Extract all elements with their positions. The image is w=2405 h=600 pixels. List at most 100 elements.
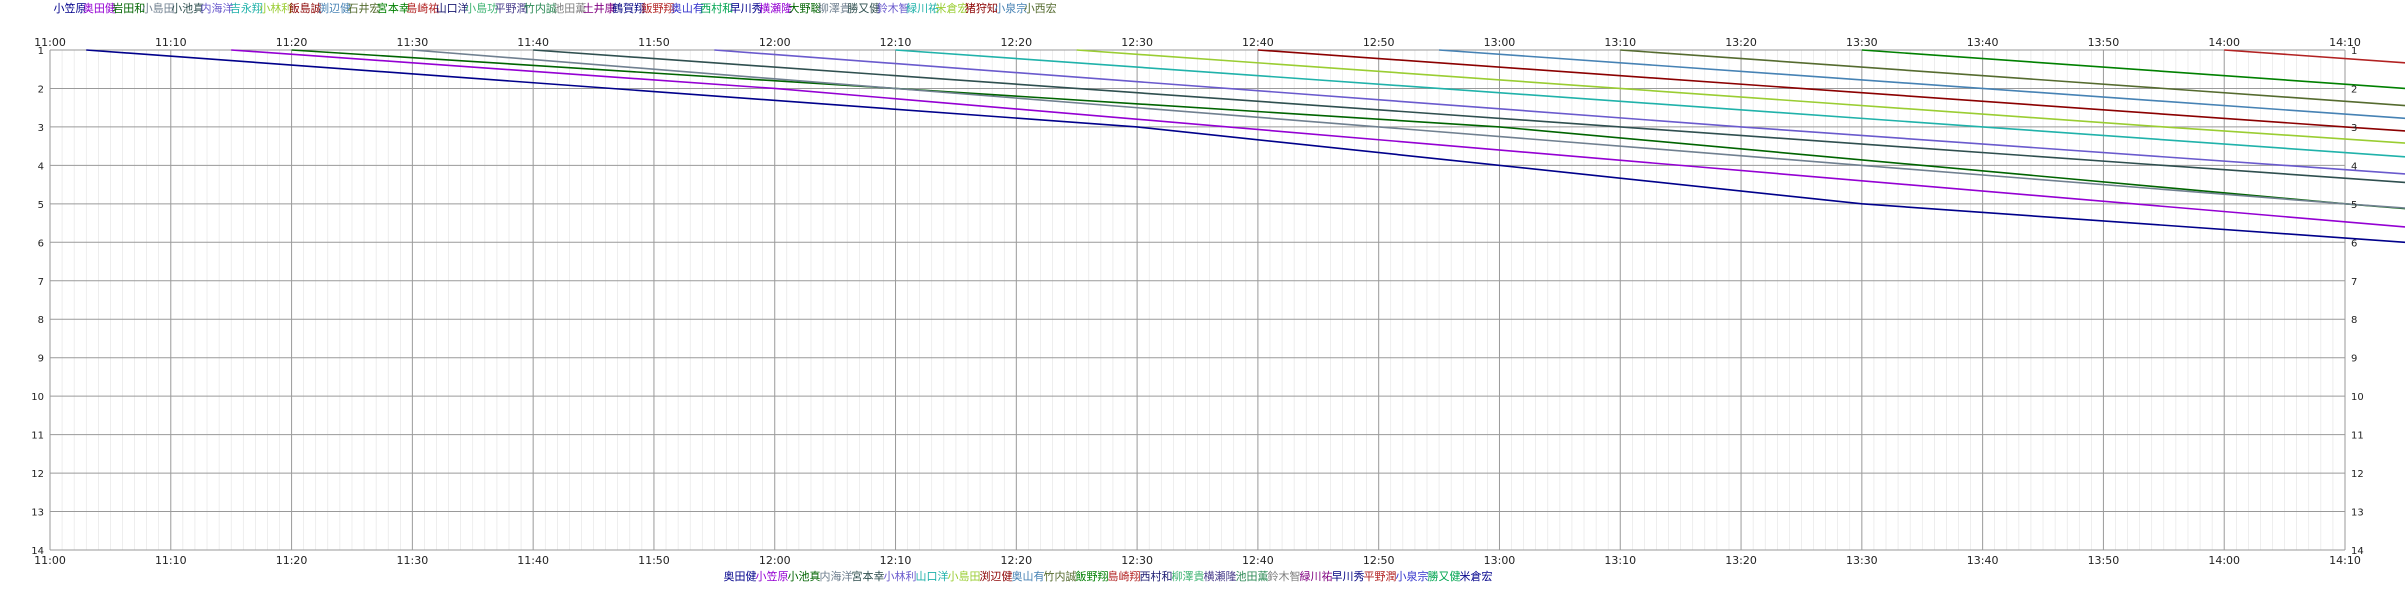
station-label: 11 [2351, 431, 2364, 442]
runner-name-top: 飯野翔 [642, 1, 675, 15]
x-tick-label: 12:10 [880, 554, 912, 567]
runner-name-bottom: 島崎翔 [1108, 569, 1141, 583]
station-label: 1 [38, 46, 44, 57]
station-label: 14 [2351, 546, 2364, 557]
station-label: 10 [31, 392, 44, 403]
station-label: 11 [31, 431, 44, 442]
runner-name-bottom: 渕辺健 [980, 569, 1013, 583]
x-tick-label: 12:40 [1242, 554, 1274, 567]
x-tick-label: 13:00 [1484, 554, 1516, 567]
x-tick-label: 11:40 [517, 554, 549, 567]
runner-name-top: 山口洋 [436, 1, 469, 15]
runner-name-top: 西村和 [700, 1, 733, 15]
runner-name-top: 渕辺健 [318, 1, 351, 15]
x-tick-label: 11:00 [34, 36, 66, 49]
station-label: 2 [2351, 84, 2357, 95]
series-line [231, 49, 2405, 228]
station-label: 10 [2351, 392, 2364, 403]
station-lines [50, 49, 2345, 551]
station-label: 8 [2351, 315, 2357, 326]
x-tick-label: 14:10 [2329, 36, 2361, 49]
x-tick-label: 11:10 [155, 36, 187, 49]
station-label: 7 [38, 277, 44, 288]
runner-name-bottom: 鈴木智 [1268, 569, 1301, 583]
runner-name-bottom: 西村和 [1140, 569, 1173, 583]
station-label: 13 [31, 508, 44, 519]
station-label: 6 [38, 238, 44, 249]
x-tick-label: 11:40 [517, 36, 549, 49]
runner-name-top: 小西宏 [1024, 1, 1057, 15]
x-tick-label: 11:20 [276, 554, 308, 567]
runner-name-top: 島崎祐 [406, 1, 439, 15]
x-tick-label: 14:00 [2208, 554, 2240, 567]
runner-name-bottom: 米倉宏 [1460, 569, 1493, 583]
x-tick-label: 13:40 [1967, 554, 1999, 567]
runner-name-top: 池田薫 [553, 2, 586, 15]
station-label: 1 [2351, 46, 2357, 57]
station-label: 4 [38, 161, 44, 172]
runner-name-top: 緑川祐 [906, 1, 939, 15]
runner-name-top: 横瀬隆 [759, 1, 792, 15]
runner-name-bottom: 勝又健 [1428, 569, 1461, 583]
station-label: 12 [31, 469, 44, 480]
x-tick-label: 14:00 [2208, 36, 2240, 49]
runner-name-top: 鈴木智 [877, 1, 910, 15]
runner-name-bottom: 宮本幸 [852, 569, 885, 583]
runner-name-bottom: 緑川祐 [1300, 569, 1333, 583]
runner-name-top: 大野聡 [789, 1, 822, 15]
runner-name-bottom: 柳澤貴 [1172, 569, 1205, 583]
x-tick-label: 11:50 [638, 554, 670, 567]
runner-names-bottom: 奥田健 小笠原 小池真 内海洋 宮本幸 小林利 山口洋 小島田 渕辺健 奥山有 竹内誠 飯野翔 島崎翔西… [724, 569, 1493, 583]
x-tick-label: 12:10 [880, 36, 912, 49]
runner-name-bottom: 山口洋 [916, 569, 949, 583]
series-line [1620, 49, 2405, 107]
x-tick-label: 11:30 [397, 554, 429, 567]
station-label: 9 [2351, 354, 2357, 365]
runner-name-top: 小島田 [142, 1, 175, 15]
runner-name-top: 石井宏 [348, 1, 381, 15]
runner-names-top: 小笠原奥田健岩田和小島田小池真内海洋吉永翔小林利飯島誠渕辺健石井宏宮本幸島崎祐山… [54, 1, 1057, 15]
x-tick-labels-bottom: 11:00 11:10 11:20 11:30 11:40 11:50 12:00 12:10… [34, 554, 2361, 567]
runner-name-bottom: 平野潤 [1364, 570, 1397, 583]
runner-name-bottom: 奥田健 [724, 569, 757, 583]
station-label: 9 [38, 354, 44, 365]
series-line [533, 49, 2405, 184]
station-label: 5 [38, 200, 44, 211]
station-label: 5 [2351, 200, 2357, 211]
runner-name-bottom: 奥山有 [1012, 569, 1045, 583]
x-tick-label: 13:20 [1725, 554, 1757, 567]
series-line [412, 49, 2405, 209]
x-tick-label: 13:40 [1967, 36, 1999, 49]
x-tick-label: 13:10 [1604, 554, 1636, 567]
runner-name-bottom: 早川秀 [1332, 570, 1365, 583]
runner-name-bottom: 横瀬隆 [1204, 569, 1237, 583]
x-tick-label: 14:10 [2329, 554, 2361, 567]
station-label: 3 [38, 123, 44, 134]
x-tick-label: 13:30 [1846, 36, 1878, 49]
x-tick-label: 11:30 [397, 36, 429, 49]
x-tick-label: 12:40 [1242, 36, 1274, 49]
station-label: 3 [2351, 123, 2357, 134]
x-tick-label: 11:00 [34, 554, 66, 567]
station-label: 4 [2351, 161, 2357, 172]
station-label: 13 [2351, 508, 2364, 519]
major-grid [49, 50, 2346, 550]
runner-name-top: 岩田和 [112, 1, 145, 15]
runner-name-bottom: 内海洋 [820, 569, 853, 583]
runner-name-bottom: 小池真 [788, 569, 821, 583]
runner-name-top: 土井康 [583, 1, 616, 15]
x-tick-label: 13:00 [1484, 36, 1516, 49]
x-tick-label: 12:00 [759, 36, 791, 49]
x-tick-label: 12:00 [759, 554, 791, 567]
runner-name-top: 鶴賀翔 [612, 1, 645, 15]
runner-name-top: 飯島誠 [289, 1, 322, 15]
runner-name-top: 奥田健 [83, 1, 116, 15]
series-line [1257, 49, 2405, 132]
runner-name-bottom: 池田薫 [1236, 570, 1269, 583]
runner-name-top: 小泉宗 [994, 1, 1027, 15]
series-lines [86, 49, 2405, 244]
runner-name-top: 吉永翔 [230, 1, 263, 15]
x-tick-label: 13:30 [1846, 554, 1878, 567]
